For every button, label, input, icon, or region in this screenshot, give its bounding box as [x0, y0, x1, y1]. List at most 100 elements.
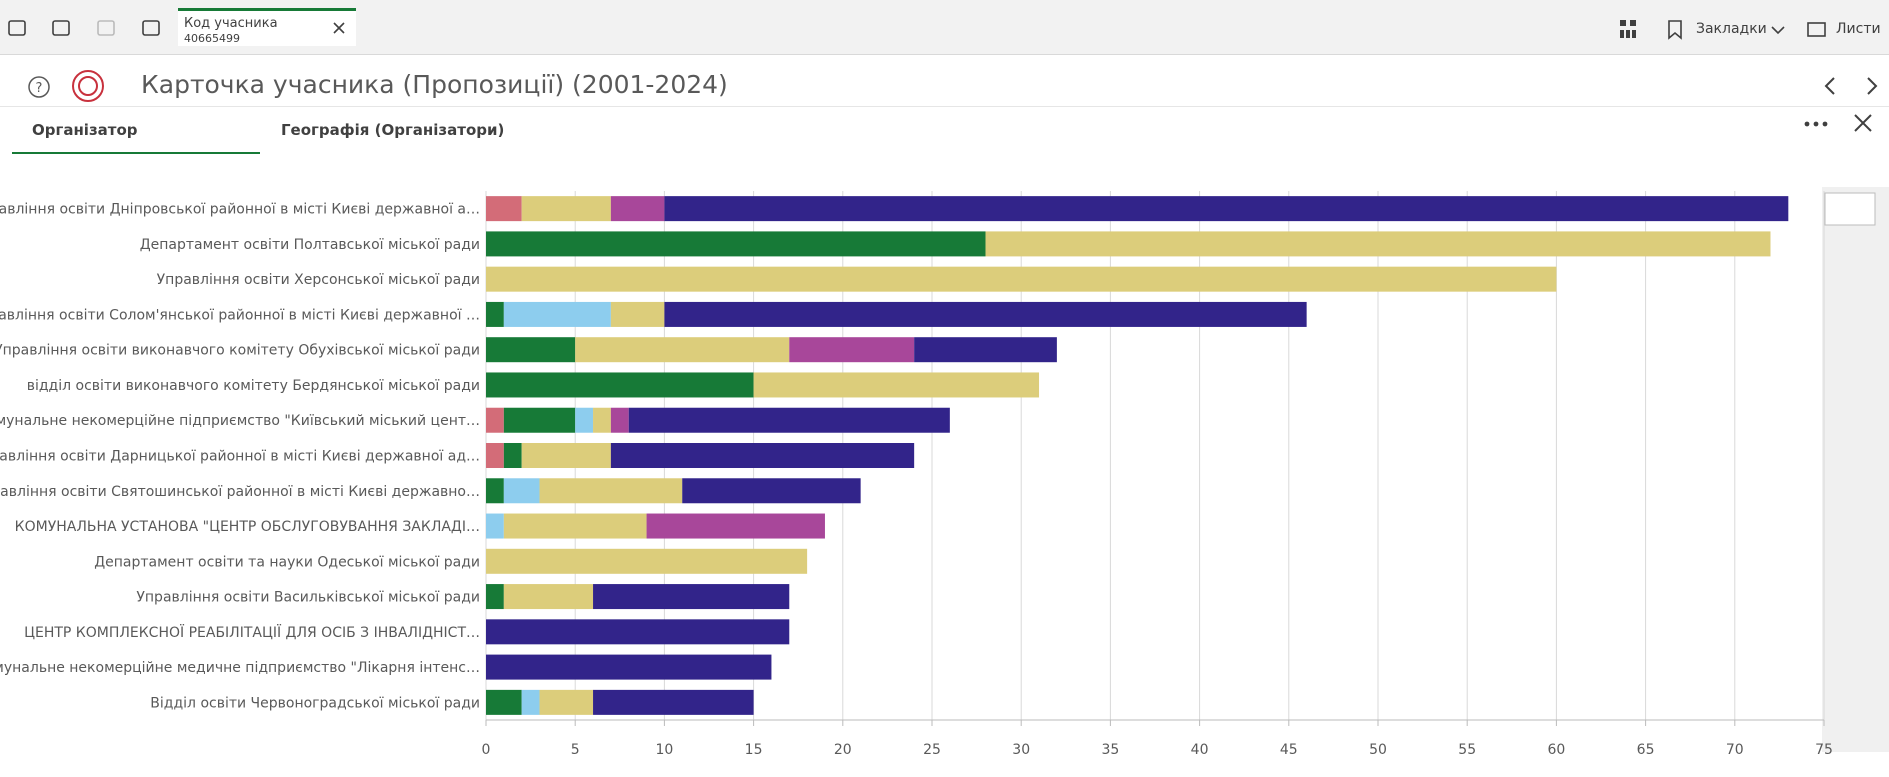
scrollbar-thumb[interactable]	[1824, 192, 1876, 226]
y-tick-label: відділ освіти виконавчого комітету Бердя…	[27, 378, 480, 394]
x-tick-label: 0	[482, 742, 491, 758]
y-tick-label: КОМУНАЛЬНА УСТАНОВА "ЦЕНТР ОБСЛУГОВУВАНН…	[15, 519, 480, 535]
bar-segment	[486, 478, 504, 504]
selection-field: Код учасника	[184, 16, 278, 31]
bar-segment	[753, 372, 1040, 398]
scrollbar-track	[1822, 187, 1889, 752]
bar-segment	[486, 513, 504, 539]
bar-segment	[646, 513, 825, 539]
bar-segment	[985, 231, 1771, 257]
header-icons: ?	[28, 70, 104, 102]
next-sheet[interactable]	[1867, 77, 1878, 95]
bookmark-icon[interactable]	[1667, 19, 1683, 41]
bar-segment	[486, 584, 504, 610]
bar-segment	[486, 407, 504, 433]
y-tick-label: Управління освіти Дніпровської районної …	[0, 202, 480, 218]
prev-sheet[interactable]	[1824, 77, 1835, 95]
forward-icon[interactable]	[97, 20, 115, 36]
bar-segment	[593, 407, 611, 433]
help-icon[interactable]	[28, 76, 50, 98]
sheets-button[interactable]: Листи	[1836, 21, 1881, 37]
bar-segment	[610, 407, 629, 433]
y-tick-label: Управління освіти Святошинської районної…	[0, 484, 480, 500]
x-tick-label: 55	[1458, 742, 1476, 758]
sheets-icon[interactable]	[1806, 20, 1828, 40]
separator	[0, 106, 1889, 107]
x-tick-label: 25	[923, 742, 941, 758]
app-logo-inner	[78, 76, 98, 96]
grid-icon[interactable]	[1618, 18, 1642, 42]
chevron	[1771, 26, 1785, 35]
x-tick-label: 65	[1637, 742, 1655, 758]
bar-segment	[486, 548, 808, 574]
x-tick-label: 75	[1815, 742, 1833, 758]
bar-segment	[503, 478, 540, 504]
bar-segment	[539, 689, 594, 715]
x-tick-label: 15	[745, 742, 763, 758]
clear-icon[interactable]	[142, 20, 160, 36]
toolbar: Код учасника 40665499 Закладки Листи	[0, 0, 1889, 55]
more-icon[interactable]	[1804, 121, 1828, 127]
bar-segment	[503, 513, 647, 539]
bar-segment	[521, 689, 540, 715]
bar-segment	[486, 619, 790, 645]
close-selection[interactable]	[332, 21, 346, 35]
bar-segment	[503, 443, 522, 468]
bar-segment	[610, 301, 665, 327]
y-tick-label: ЦЕНТР КОМПЛЕКСНОЇ РЕАБІЛІТАЦІЇ ДЛЯ ОСІБ …	[24, 623, 480, 641]
bar-segment	[521, 443, 611, 468]
bar-segment	[664, 196, 1789, 222]
x-tick-label: 35	[1101, 742, 1119, 758]
bar-segment	[610, 443, 915, 468]
y-tick-label: Департамент освіти та науки Одеської міс…	[94, 554, 480, 570]
selection-chip[interactable]: Код учасника 40665499	[178, 8, 356, 46]
bar-segment	[486, 372, 754, 398]
bookmarks-button[interactable]: Закладки	[1696, 21, 1767, 37]
bar-segment	[521, 196, 611, 222]
x-tick-label: 40	[1191, 742, 1209, 758]
x-tick-label: 10	[655, 742, 673, 758]
x-tick-label: 5	[571, 742, 580, 758]
x-tick-label: 20	[834, 742, 852, 758]
smart-search-icon[interactable]	[8, 20, 26, 36]
bar-segment	[503, 407, 576, 433]
toolbar-icons	[8, 20, 160, 36]
sheet-title: Карточка учасника (Пропозиції) (2001-202…	[141, 70, 728, 99]
tab-underline	[12, 152, 260, 154]
sheet-nav	[1824, 77, 1878, 95]
bar-segment	[486, 231, 986, 257]
bar-segment	[503, 584, 594, 610]
bar-segment	[914, 337, 1057, 363]
x-tick-label: 45	[1280, 742, 1298, 758]
close-icon[interactable]	[1854, 114, 1872, 132]
tab[interactable]: Географія (Організатори)	[281, 121, 505, 139]
bar-segment	[610, 196, 665, 222]
y-tick-label: Комунальне некомерційне медичне підприєм…	[0, 660, 480, 676]
bar-segment	[628, 407, 950, 433]
bar-segment	[593, 584, 790, 610]
bar-segment	[486, 337, 576, 363]
x-tick-label: 30	[1012, 742, 1030, 758]
tab-active[interactable]: Організатор	[32, 121, 138, 139]
bar-segment	[486, 266, 1557, 292]
bar-segment	[486, 654, 772, 680]
bar-segment	[789, 337, 915, 363]
y-tick-label: Відділ освіти Червоноградської міської р…	[150, 695, 480, 711]
bar-segment	[486, 443, 504, 468]
bar-segment	[486, 689, 522, 715]
bar-segment	[486, 301, 504, 327]
bar-segment	[575, 407, 594, 433]
x-tick-label: 70	[1726, 742, 1744, 758]
bar-segment	[503, 301, 611, 327]
y-tick-label: Управління освіти виконавчого комітету О…	[0, 343, 480, 359]
selection-value: 40665499	[184, 32, 240, 45]
bar-segment	[682, 478, 861, 504]
y-tick-label: Управління освіти Солом'янської районної…	[0, 307, 480, 323]
help-glyph: ?	[36, 81, 43, 96]
x-tick-label: 50	[1369, 742, 1387, 758]
y-tick-label: Управління освіти Васильківської міської…	[136, 590, 480, 606]
bar-segment	[664, 301, 1307, 327]
back-icon[interactable]	[52, 20, 70, 36]
app-logo	[72, 70, 104, 102]
